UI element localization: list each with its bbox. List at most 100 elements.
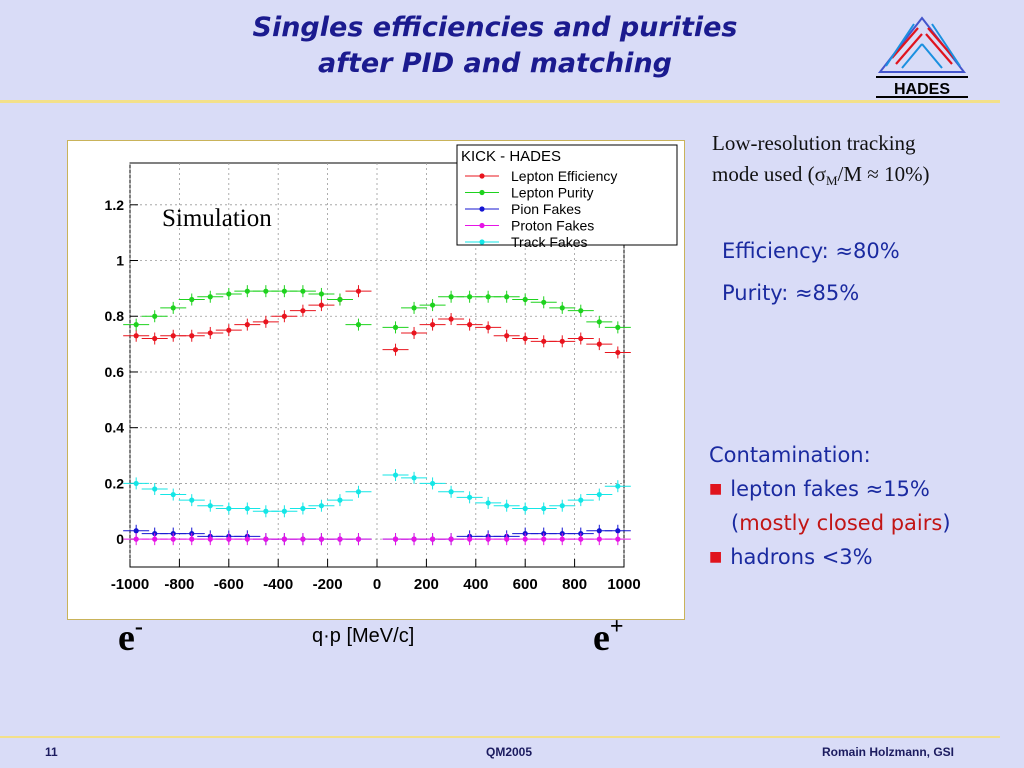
- hadrons-text: hadrons <3%: [730, 545, 873, 569]
- data-point: [411, 475, 417, 481]
- tracking-note-line1: Low-resolution tracking: [712, 131, 916, 155]
- x-tick-label: -800: [164, 576, 194, 593]
- x-axis-unit: q·p [MeV/c]: [312, 625, 415, 647]
- data-point: [133, 536, 139, 542]
- data-point: [522, 296, 528, 303]
- data-point: [522, 505, 528, 512]
- simulation-label: Simulation: [162, 205, 272, 232]
- data-point: [429, 302, 436, 308]
- data-point: [133, 322, 139, 328]
- data-point: [133, 480, 139, 487]
- legend-entry: Proton Fakes: [511, 218, 594, 234]
- data-point: [226, 505, 232, 512]
- purity-text: Purity: ≈85%: [722, 281, 860, 305]
- data-point: [300, 308, 306, 314]
- x-tick-label: 1000: [607, 576, 640, 593]
- data-point: [615, 528, 621, 534]
- legend-box: [456, 144, 678, 246]
- data-point: [226, 536, 232, 542]
- slide-title-line2: after PID and matching: [317, 48, 672, 79]
- contamination-label: Contamination:: [709, 443, 871, 467]
- x-tick-label: -1000: [111, 576, 149, 593]
- data-point: [337, 296, 343, 303]
- paren-close: ): [942, 511, 951, 535]
- data-point: [615, 536, 621, 542]
- data-point: [615, 483, 621, 489]
- tracking-note: Low-resolution tracking mode used (σM/M …: [712, 128, 1017, 196]
- data-point: [300, 505, 306, 512]
- x-tick-label: 0: [373, 576, 381, 593]
- data-point: [504, 503, 510, 509]
- data-point: [522, 536, 528, 542]
- data-point: [541, 338, 547, 344]
- bottom-divider: [0, 736, 1000, 738]
- data-point: [596, 536, 602, 542]
- data-point: [504, 294, 510, 300]
- hades-logo: HADES: [876, 16, 968, 98]
- data-point: [392, 536, 399, 542]
- data-point: [170, 536, 176, 542]
- data-point: [429, 536, 436, 542]
- data-point: [337, 536, 343, 542]
- data-point: [281, 288, 287, 294]
- data-point: [615, 324, 621, 330]
- data-point: [541, 299, 547, 305]
- lepton-fakes-text: lepton fakes ≈15%: [730, 477, 930, 501]
- data-point: [355, 489, 362, 495]
- data-point: [189, 296, 195, 303]
- chart-frame: -1000 -800 -600 -400 -200 0 200 400 600 800 1000 0 0…: [67, 140, 685, 620]
- data-point: [170, 305, 176, 311]
- data-point: [133, 528, 139, 534]
- data-point: [170, 333, 176, 339]
- data-point: [578, 335, 584, 342]
- data-point: [411, 536, 417, 542]
- slide-title: Singles efficiencies and purities after …: [150, 10, 840, 82]
- data-point: [578, 536, 584, 542]
- data-point: [152, 536, 158, 542]
- data-point: [281, 536, 287, 542]
- data-point: [467, 294, 473, 300]
- lepton-fakes-item: ■ lepton fakes ≈15%: [709, 472, 1019, 506]
- x-tick-label: 600: [513, 576, 538, 593]
- x-tick-label: 400: [463, 576, 488, 593]
- conference-name: QM2005: [486, 745, 533, 759]
- data-point: [429, 322, 436, 328]
- data-point: [522, 335, 528, 342]
- data-point: [504, 536, 510, 542]
- data-point: [207, 536, 213, 542]
- legend-marker: [479, 189, 485, 196]
- data-point: [244, 505, 250, 512]
- author: Romain Holzmann, GSI: [822, 745, 955, 759]
- data-point: [448, 294, 454, 300]
- data-point: [189, 536, 195, 542]
- data-point: [392, 347, 399, 353]
- data-point: [318, 302, 325, 308]
- note-sub: M: [825, 173, 838, 188]
- data-point: [207, 330, 213, 336]
- data-point: [485, 500, 491, 506]
- data-point: [559, 536, 565, 542]
- data-point: [300, 288, 306, 294]
- data-point: [318, 536, 325, 542]
- data-point: [244, 536, 250, 542]
- data-point: [429, 480, 436, 487]
- closed-pairs-note: (mostly closed pairs): [709, 506, 1019, 540]
- data-point: [226, 327, 232, 333]
- data-point: [189, 333, 195, 339]
- data-point: [392, 324, 399, 330]
- data-point: [170, 491, 176, 498]
- data-point: [485, 324, 491, 330]
- y-tick-label: 0: [116, 531, 124, 547]
- bullet-icon: ■: [709, 481, 723, 497]
- data-point: [318, 291, 325, 297]
- data-point: [263, 508, 269, 514]
- data-point: [189, 497, 195, 503]
- hades-logo-text: HADES: [894, 81, 950, 98]
- data-point: [448, 536, 454, 542]
- data-point: [355, 536, 362, 542]
- x-tick-label: 800: [562, 576, 587, 593]
- closed-pairs-text: mostly closed pairs: [739, 511, 943, 535]
- paren-open: (: [731, 511, 740, 535]
- data-point: [337, 497, 343, 503]
- positron-base: e: [593, 617, 610, 659]
